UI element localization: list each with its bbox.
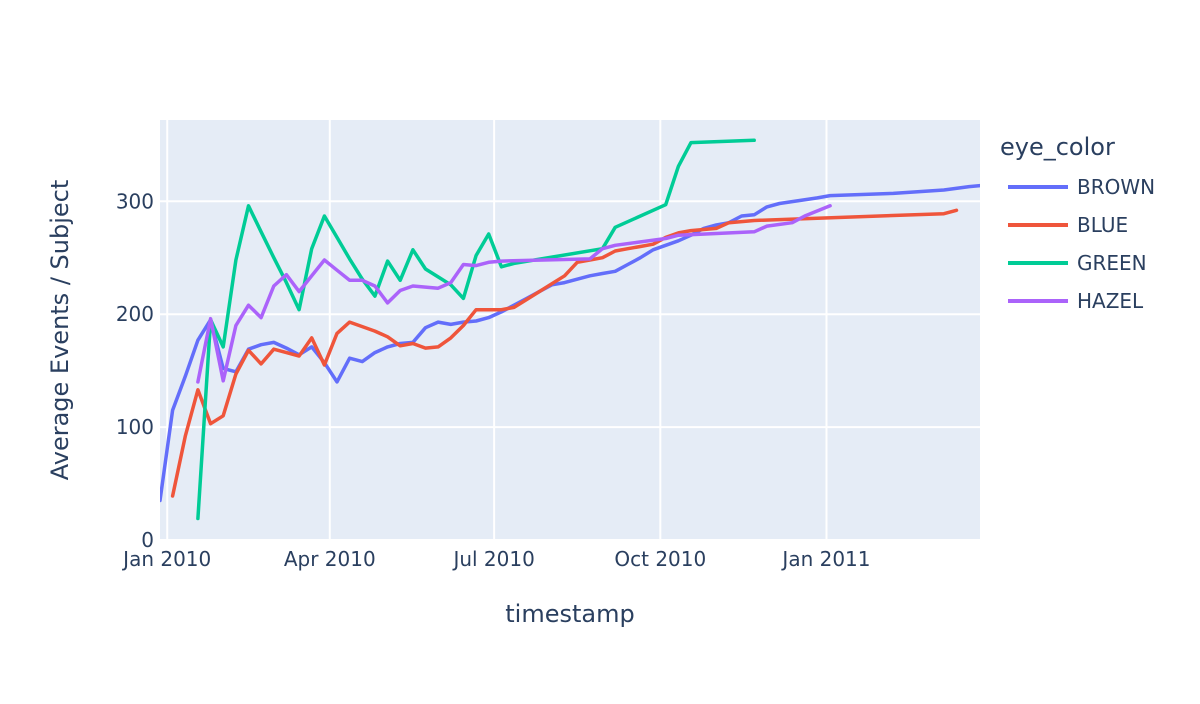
x-tick-label: Jan 2011 [780, 547, 870, 571]
y-tick-label: 200 [116, 302, 154, 326]
y-axis-label: Average Events / Subject [46, 180, 74, 481]
x-tick-label: Jul 2010 [451, 547, 534, 571]
series-line-green [196, 138, 756, 521]
series-line-blue [170, 208, 959, 498]
legend-item-hazel: HAZEL [1008, 289, 1144, 313]
legend-item-brown: BROWN [1008, 175, 1155, 199]
legend-item-green: GREEN [1008, 251, 1147, 275]
x-tick-label: Jan 2010 [121, 547, 211, 571]
series-lines [160, 138, 980, 521]
y-tick-label: 300 [116, 189, 154, 213]
legend-label: HAZEL [1077, 289, 1144, 313]
grid [160, 120, 980, 541]
legend-label: BROWN [1077, 175, 1155, 199]
y-tick-label: 0 [141, 528, 154, 552]
axis-ticks: Jan 2010 Apr 2010 Jul 2010 Oct 2010 Jan 2011… [116, 189, 871, 571]
x-tick-label: Oct 2010 [614, 547, 706, 571]
legend-label: GREEN [1077, 251, 1147, 275]
y-tick-label: 100 [116, 415, 154, 439]
series-line-hazel [196, 204, 832, 384]
legend-item-blue: BLUE [1008, 213, 1128, 237]
x-tick-label: Apr 2010 [284, 547, 376, 571]
x-axis-label: timestamp [505, 600, 634, 628]
legend-label: BLUE [1077, 213, 1128, 237]
legend-title: eye_color [1000, 133, 1115, 161]
plot-background [160, 120, 980, 540]
legend: eye_color BROWN BLUE GREEN HAZEL [1000, 133, 1155, 313]
